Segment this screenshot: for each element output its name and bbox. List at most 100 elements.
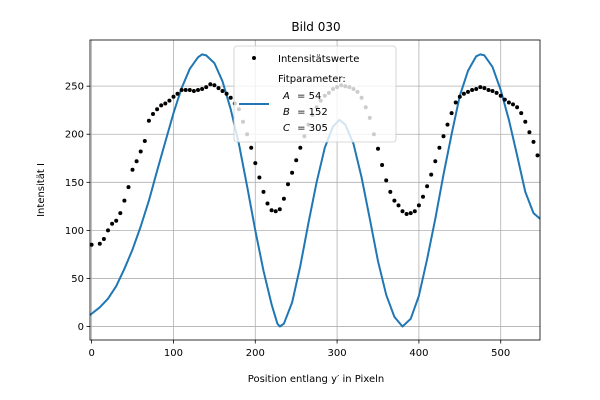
- data-point: [261, 189, 266, 194]
- data-point: [416, 203, 421, 208]
- data-point: [171, 94, 176, 99]
- data-point: [204, 85, 209, 90]
- data-point: [196, 88, 200, 92]
- legend-fit-param-b: B = 152: [283, 107, 328, 118]
- data-point: [249, 145, 254, 150]
- data-point: [253, 161, 258, 166]
- data-point: [208, 82, 213, 87]
- data-point: [437, 145, 442, 150]
- chart-title: Bild 030: [291, 20, 340, 34]
- data-point: [421, 194, 425, 199]
- data-point: [257, 175, 262, 180]
- legend-fit-param-c: C = 305: [283, 123, 328, 134]
- data-point: [392, 198, 397, 203]
- data-point: [273, 209, 278, 214]
- data-point: [138, 149, 143, 154]
- data-point: [146, 118, 151, 123]
- data-point: [130, 167, 135, 172]
- data-point: [470, 88, 475, 92]
- data-point: [519, 111, 524, 116]
- x-tick-label: 500: [491, 348, 510, 359]
- legend-box: [233, 45, 397, 143]
- axes-frame: [89, 39, 541, 341]
- data-point: [412, 209, 417, 214]
- x-axis-label: Position entlang y′ in Pixeln: [248, 374, 384, 385]
- data-point: [445, 122, 450, 127]
- data-point: [179, 88, 184, 92]
- param-b-value: = 152: [297, 107, 328, 118]
- data-point: [159, 103, 164, 108]
- y-axis: 0 50 100 150 200 250: [65, 82, 90, 333]
- data-point: [453, 100, 458, 105]
- y-tick-label: 200: [65, 130, 84, 141]
- data-point: [220, 89, 225, 93]
- data-point: [404, 212, 409, 216]
- data-point: [490, 89, 495, 93]
- data-point: [466, 89, 470, 94]
- data-point: [183, 88, 188, 92]
- data-point: [110, 221, 115, 226]
- y-tick-label: 100: [65, 226, 84, 237]
- data-point: [224, 91, 229, 96]
- data-point: [461, 91, 466, 96]
- data-point: [433, 159, 438, 164]
- data-point: [376, 146, 380, 151]
- data-point: [216, 86, 221, 91]
- data-point: [265, 201, 270, 206]
- data-point: [449, 111, 454, 116]
- data-point: [175, 91, 180, 96]
- data-point: [380, 163, 385, 167]
- x-tick-label: 400: [409, 348, 428, 359]
- data-point: [212, 83, 217, 88]
- data-point: [89, 242, 94, 247]
- data-point: [134, 159, 139, 164]
- data-point: [457, 94, 462, 99]
- data-point: [228, 95, 233, 100]
- data-point: [531, 139, 536, 144]
- data-point: [269, 208, 274, 213]
- data-point: [290, 170, 295, 175]
- data-point: [286, 182, 290, 187]
- data-point: [486, 88, 491, 92]
- y-tick-label: 0: [78, 322, 84, 333]
- x-tick-label: 100: [164, 348, 183, 359]
- data-point: [155, 107, 160, 112]
- data-point: [151, 112, 155, 116]
- x-tick-label: 0: [88, 348, 94, 359]
- data-point: [200, 87, 205, 91]
- data-point: [425, 184, 430, 189]
- data-point: [384, 178, 389, 183]
- data-point: [388, 189, 393, 194]
- data-point: [277, 207, 282, 212]
- x-tick-label: 200: [246, 348, 265, 359]
- data-point: [478, 85, 483, 90]
- data-point: [294, 158, 299, 163]
- data-point: [142, 139, 147, 143]
- data-point: [298, 145, 303, 150]
- legend-fit-title: Fitparameter:: [278, 74, 346, 85]
- data-point: [502, 97, 507, 102]
- legend-fit-param-a: A = 54: [282, 91, 321, 102]
- data-point: [408, 211, 413, 216]
- data-point: [527, 130, 532, 135]
- data-point: [101, 237, 106, 241]
- data-point: [396, 203, 401, 208]
- data-point: [535, 153, 540, 158]
- param-c-value: = 305: [297, 123, 328, 134]
- data-point: [474, 87, 479, 91]
- y-tick-label: 250: [65, 82, 84, 93]
- data-point: [498, 93, 503, 98]
- data-point: [114, 218, 119, 223]
- data-point: [441, 134, 446, 139]
- x-tick-label: 300: [328, 348, 347, 359]
- data-point: [429, 172, 434, 177]
- legend: Intensitätswerte Fitparameter: A = 54 B …: [233, 45, 397, 143]
- fit-curve-layer: [89, 53, 541, 328]
- data-point: [126, 185, 131, 190]
- param-a-symbol: A: [282, 91, 290, 102]
- data-point: [167, 98, 172, 103]
- data-point: [281, 196, 286, 201]
- data-point: [106, 228, 110, 233]
- x-axis: 0 100 200 300 400 500: [88, 340, 510, 359]
